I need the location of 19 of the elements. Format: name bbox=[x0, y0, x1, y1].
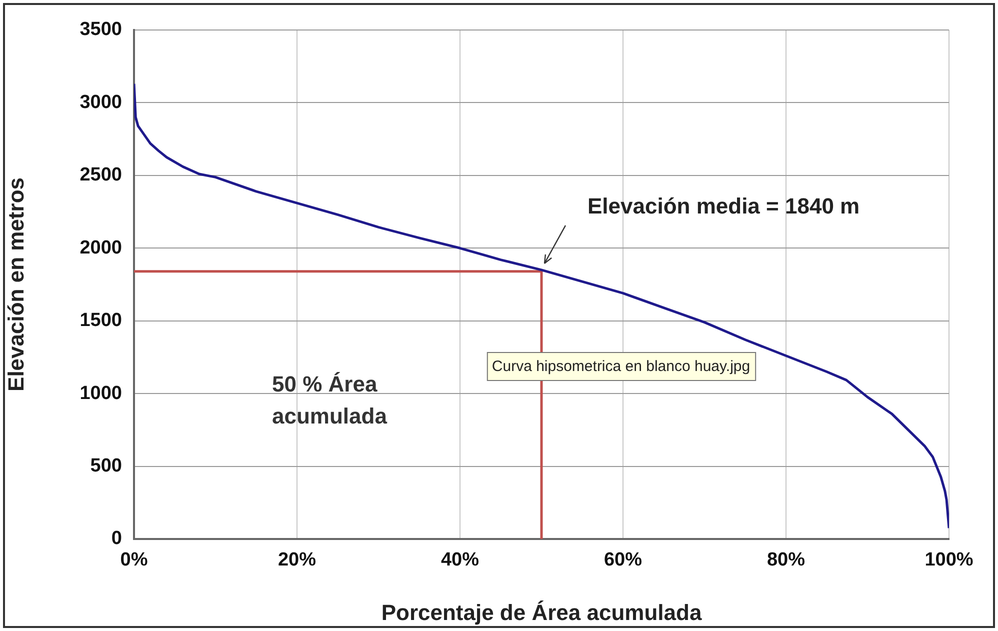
annotation: 50 % Área acumulada bbox=[272, 372, 388, 429]
x-tick-label: 60% bbox=[604, 550, 642, 571]
x-tick-label: 80% bbox=[766, 550, 806, 571]
y-tick-label: 0 bbox=[111, 528, 122, 550]
x-tick-label: 0% bbox=[120, 550, 148, 571]
annotation: Curva hipsometrica en blanco huay.jpg bbox=[492, 358, 750, 376]
annotation: Elevación media = 1840 m bbox=[588, 193, 860, 218]
y-tick-label: 2000 bbox=[80, 237, 122, 258]
x-tick-label: 40% bbox=[440, 550, 480, 571]
x-tick-label: 20% bbox=[278, 550, 316, 571]
y-tick-label: 1000 bbox=[80, 382, 122, 404]
y-tick-label: 3000 bbox=[80, 92, 122, 113]
y-tick-label: 500 bbox=[90, 456, 122, 477]
y-tick-label: 1500 bbox=[80, 310, 122, 332]
y-tick-label: 2500 bbox=[80, 164, 122, 186]
y-tick-label: 3500 bbox=[80, 19, 122, 40]
x-tick-label: 100% bbox=[924, 550, 974, 571]
y-axis-title: Elevación en metros bbox=[3, 178, 28, 392]
x-axis-title: Porcentaje de Área acumulada bbox=[381, 600, 702, 625]
